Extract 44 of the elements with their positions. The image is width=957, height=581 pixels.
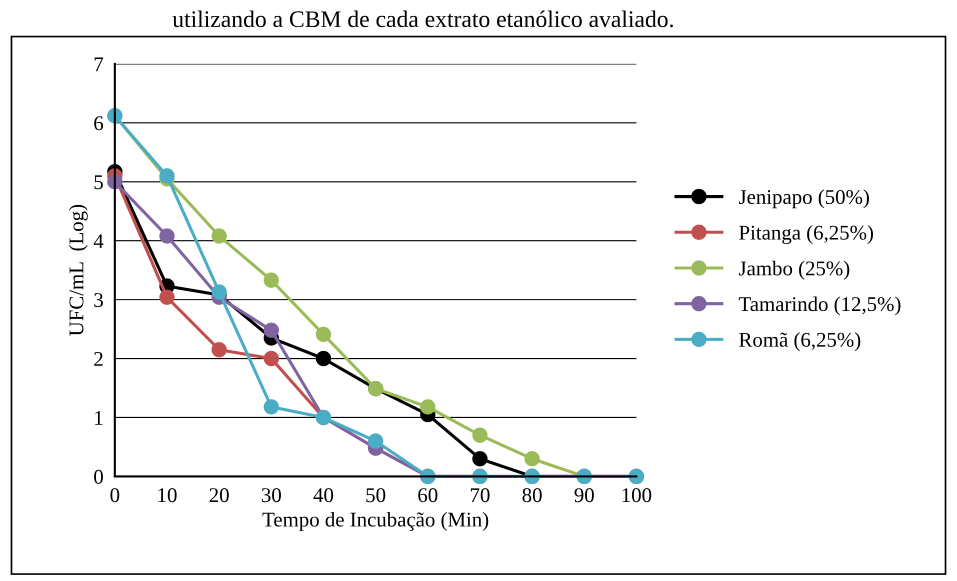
point [212, 228, 227, 244]
legend-label: Pitanga (6,25%) [739, 225, 873, 244]
point [264, 322, 279, 338]
x-tick-label: 90 [574, 488, 594, 502]
x-tick-label: 50 [366, 488, 386, 502]
y-tick-label: 5 [94, 175, 103, 190]
legend-label: Jambo (25%) [738, 260, 850, 280]
y-tick-label: 6 [94, 116, 104, 130]
chart-title: utilizando a CBM de cada extrato etanólico avaliado. [172, 10, 673, 28]
point [264, 350, 279, 366]
x-tick-label: 100 [622, 488, 652, 502]
y-tick-label: 1 [95, 410, 102, 425]
legend-label: Romã (6,25%) [739, 332, 860, 352]
point [420, 399, 436, 415]
point [159, 290, 175, 305]
x-tick-label: 20 [210, 488, 229, 502]
point [316, 350, 332, 366]
point [159, 168, 175, 184]
x-axis-title: Tempo de Incubação (Min) [262, 512, 488, 531]
y-axis-title: UFC/mL (Log) [68, 204, 88, 336]
x-tick-label: 60 [418, 488, 438, 502]
point [368, 433, 384, 449]
x-tick-label: 70 [470, 488, 490, 502]
point [264, 399, 279, 415]
y-tick-label: 7 [94, 57, 104, 72]
x-tick-label: 10 [158, 488, 177, 502]
x-tick-label: 30 [262, 488, 281, 502]
y-tick-label: 2 [94, 352, 103, 366]
point [264, 272, 279, 288]
y-tick-label: 4 [94, 234, 104, 248]
point [472, 451, 488, 466]
point [212, 342, 227, 358]
x-tick-label: 40 [313, 488, 334, 502]
y-tick-label: 3 [94, 293, 103, 308]
legend-label: Jenipapo (50%) [738, 189, 869, 208]
point [472, 428, 488, 443]
legend-label: Tamarindo (12,5%) [738, 296, 900, 316]
x-tick-label: 0 [110, 488, 120, 502]
point [524, 451, 540, 466]
point [212, 284, 227, 300]
x-tick-label: 80 [522, 488, 542, 502]
point [316, 326, 332, 342]
y-tick-label: 0 [94, 470, 103, 484]
point [159, 228, 175, 244]
